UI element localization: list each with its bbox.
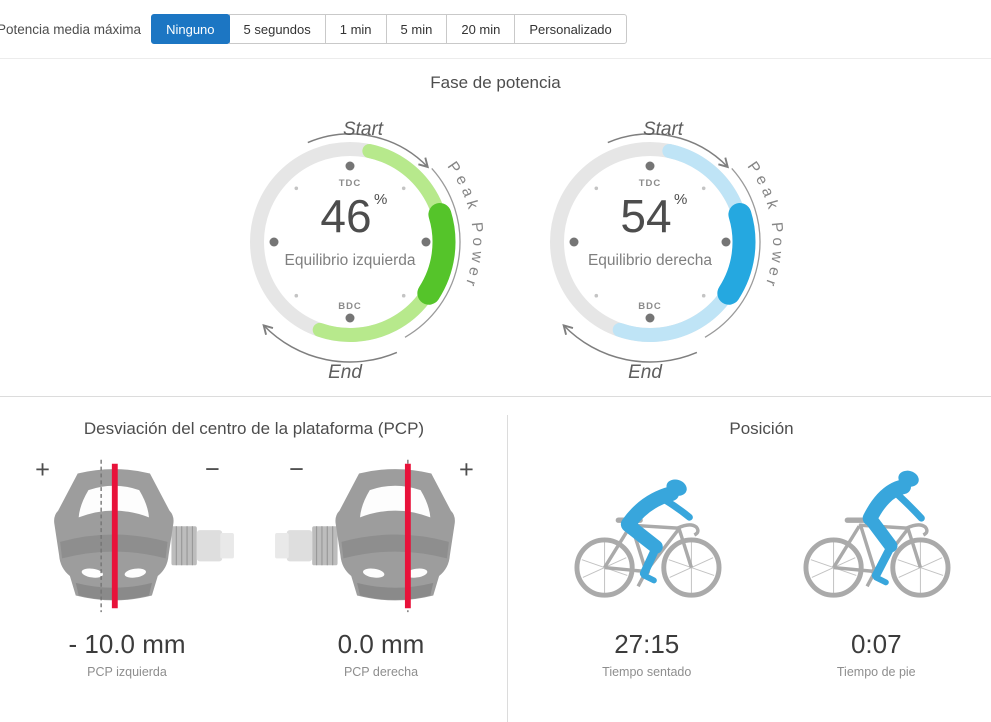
pedal-right-wrap: − +: [254, 451, 508, 619]
standing-cyclist-wrap: [762, 451, 991, 619]
pcp-minus-sign: −: [205, 455, 220, 483]
tab-5-segundos[interactable]: 5 segundos: [229, 14, 326, 44]
bdc-label: BDC: [338, 301, 362, 312]
standing-stat: 0:07 Tiempo de pie: [762, 451, 991, 679]
position-row: 27:15 Tiempo sentado: [532, 451, 991, 679]
pcp-section: Desviación del centro de la plataforma (…: [0, 397, 508, 722]
pcp-plus-sign: +: [459, 455, 474, 483]
pcp-right-value: 0.0 mm: [254, 629, 508, 660]
position-title: Posición: [532, 419, 991, 439]
peak-power-arc: [428, 215, 443, 294]
toolbar: Potencia media máxima Ninguno 5 segundos…: [0, 0, 991, 58]
pcp-row: + − - 10.0 mm PCP izquierda − +: [0, 451, 508, 679]
tab-personalizado[interactable]: Personalizado: [514, 14, 626, 44]
power-phase-section: Fase de potencia TDC: [0, 58, 991, 396]
pedal-silhouette: [54, 469, 234, 600]
seated-stat: 27:15 Tiempo sentado: [532, 451, 762, 679]
power-phase-title: Fase de potencia: [0, 73, 991, 93]
end-label: End: [328, 362, 363, 383]
end-label: End: [628, 362, 663, 383]
seated-time-value: 27:15: [532, 629, 762, 660]
pcp-plus-sign: +: [35, 455, 50, 483]
gauges-row: TDC BDC 46 % Equilibrio izquierda Start …: [11, 107, 991, 397]
pedal-left-wrap: + −: [0, 451, 254, 619]
bdc-label: BDC: [638, 301, 662, 312]
standing-cyclist-image: [797, 461, 955, 609]
standing-time-value: 0:07: [762, 629, 991, 660]
pedal-right-image: − +: [269, 452, 494, 618]
pcp-minus-sign: −: [289, 455, 304, 483]
seated-time-label: Tiempo sentado: [532, 665, 762, 679]
power-phase-gauge-left: TDC BDC 46 % Equilibrio izquierda Start …: [207, 107, 507, 397]
duration-tab-group: Ninguno 5 segundos 1 min 5 min 20 min Pe…: [151, 14, 627, 44]
standing-rider: [870, 487, 921, 583]
tab-5-min[interactable]: 5 min: [386, 14, 448, 44]
max-avg-power-label: Potencia media máxima: [0, 22, 141, 37]
position-section: Posición: [508, 397, 991, 722]
balance-unit: %: [374, 191, 387, 208]
tdc-label: TDC: [638, 178, 661, 189]
pcp-left-stat: + − - 10.0 mm PCP izquierda: [0, 451, 254, 679]
balance-label: Equilibrio izquierda: [284, 252, 415, 269]
tab-ninguno[interactable]: Ninguno: [151, 14, 229, 44]
seated-cyclist-wrap: [532, 451, 762, 619]
pcp-right-label: PCP derecha: [254, 665, 508, 679]
tab-20-min[interactable]: 20 min: [446, 14, 515, 44]
pedal-silhouette: [275, 469, 455, 600]
tab-1-min[interactable]: 1 min: [325, 14, 387, 44]
pcp-left-value: - 10.0 mm: [0, 629, 254, 660]
pcp-right-stat: − + 0.0 mm PCP derecha: [254, 451, 508, 679]
balance-value: 46: [320, 190, 371, 242]
pcp-title: Desviación del centro de la plataforma (…: [0, 419, 508, 439]
balance-unit: %: [674, 191, 687, 208]
pcp-left-label: PCP izquierda: [0, 665, 254, 679]
peak-power-arc: [728, 215, 743, 294]
standing-time-label: Tiempo de pie: [762, 665, 991, 679]
bottom-section: Desviación del centro de la plataforma (…: [0, 396, 991, 722]
tdc-label: TDC: [338, 178, 361, 189]
balance-value: 54: [620, 190, 671, 242]
seated-cyclist-image: [568, 461, 726, 609]
pedal-left-image: + −: [15, 452, 240, 618]
balance-label: Equilibrio derecha: [587, 252, 711, 269]
start-label: Start: [342, 119, 383, 140]
start-label: Start: [642, 119, 683, 140]
power-phase-gauge-right: TDC BDC 54 % Equilibrio derecha Start En…: [507, 107, 807, 397]
